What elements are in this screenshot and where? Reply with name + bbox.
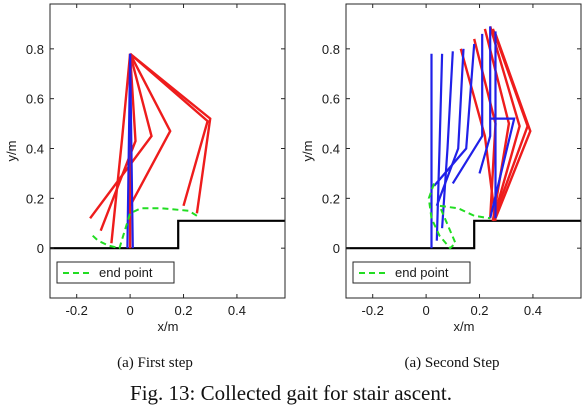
- axes-frame: [49, 3, 286, 299]
- leg-blue-1: [435, 53, 444, 241]
- stair-profile: [346, 219, 581, 250]
- stair-profile: [50, 219, 285, 250]
- legend-box: [56, 261, 175, 284]
- leg-blue-5: [451, 33, 484, 184]
- leg-red-3: [489, 26, 521, 222]
- leg-blue-4: [433, 43, 476, 187]
- y-tick-label: 0.2: [322, 191, 340, 206]
- y-axis-label: y/m: [4, 141, 19, 162]
- y-tick-label: 0.6: [26, 92, 44, 107]
- y-axis-label: y/m: [300, 141, 315, 162]
- x-tick-label: 0.4: [228, 303, 246, 318]
- x-tick-label: 0.4: [524, 303, 542, 318]
- endpoint-path: [92, 207, 198, 250]
- leg-blue-2: [441, 51, 454, 229]
- plot-area: [50, 52, 285, 250]
- leg-red-3: [89, 53, 153, 220]
- x-tick-label: 0: [126, 303, 133, 318]
- figure-caption: Fig. 13: Collected gait for stair ascent…: [130, 381, 452, 405]
- leg-red-6: [129, 52, 212, 214]
- y-tick-label: 0.2: [26, 191, 44, 206]
- x-tick-label: 0.2: [174, 303, 192, 318]
- panel-second-step: -0.2 0 0.2 0.4 0 0.2 0.4 0.6 0.8 x/m y/m end point: [300, 3, 582, 334]
- subcaption-second-step: (a) Second Step: [405, 355, 500, 371]
- leg-red-4: [129, 53, 172, 207]
- endpoint-path: [427, 183, 491, 250]
- leg-blue-1: [129, 53, 134, 249]
- leg-red-2: [99, 53, 137, 232]
- x-tick-label: 0.2: [470, 303, 488, 318]
- leg-red-1: [110, 53, 132, 244]
- y-tick-label: 0: [37, 241, 44, 256]
- y-tick-label: 0.4: [26, 142, 44, 157]
- legend-label-endpoint: end point: [99, 265, 153, 280]
- plot-area: [346, 26, 581, 250]
- y-tick-label: 0.8: [322, 42, 340, 57]
- x-tick-label: 0: [422, 303, 429, 318]
- subcaption-first-step: (a) First step: [117, 355, 193, 371]
- x-axis-label: x/m: [454, 319, 475, 334]
- y-tick-label: 0.6: [322, 92, 340, 107]
- axes-frame: [345, 3, 582, 299]
- legend-label-endpoint: end point: [395, 265, 449, 280]
- panel-first-step: -0.2 0 0.2 0.4 0 0.2 0.4 0.6 0.8 x/m y/m end point: [4, 3, 286, 334]
- y-tick-label: 0.8: [26, 42, 44, 57]
- x-tick-label: -0.2: [362, 303, 384, 318]
- leg-red-5: [494, 33, 532, 219]
- leg-blue-3: [435, 48, 465, 207]
- x-tick-label: -0.2: [66, 303, 88, 318]
- leg-blue-8: [489, 117, 516, 219]
- leg-red-1: [473, 38, 497, 219]
- legend-box: [352, 261, 471, 284]
- legend: end point: [56, 261, 175, 284]
- y-tick-label: 0.4: [322, 142, 340, 157]
- leg-blue-6: [478, 26, 492, 174]
- legend: end point: [352, 261, 471, 284]
- y-tick-label: 0: [333, 241, 340, 256]
- x-axis-label: x/m: [158, 319, 179, 334]
